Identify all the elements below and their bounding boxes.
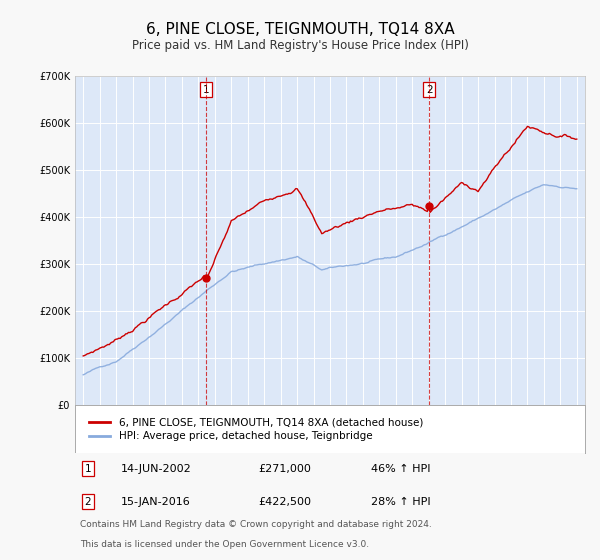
Text: 6, PINE CLOSE, TEIGNMOUTH, TQ14 8XA: 6, PINE CLOSE, TEIGNMOUTH, TQ14 8XA [146, 22, 454, 38]
Text: 1: 1 [85, 464, 91, 474]
Text: 2: 2 [85, 497, 91, 507]
Text: 15-JAN-2016: 15-JAN-2016 [121, 497, 191, 507]
Text: Contains HM Land Registry data © Crown copyright and database right 2024.: Contains HM Land Registry data © Crown c… [80, 520, 432, 529]
Text: £271,000: £271,000 [259, 464, 311, 474]
Text: Price paid vs. HM Land Registry's House Price Index (HPI): Price paid vs. HM Land Registry's House … [131, 39, 469, 52]
Point [201, 273, 211, 282]
Text: This data is licensed under the Open Government Licence v3.0.: This data is licensed under the Open Gov… [80, 540, 369, 549]
Text: 1: 1 [202, 85, 209, 95]
Text: 46% ↑ HPI: 46% ↑ HPI [371, 464, 430, 474]
Text: £422,500: £422,500 [259, 497, 311, 507]
Point [425, 202, 434, 211]
Legend: 6, PINE CLOSE, TEIGNMOUTH, TQ14 8XA (detached house), HPI: Average price, detach: 6, PINE CLOSE, TEIGNMOUTH, TQ14 8XA (det… [85, 413, 427, 446]
Text: 28% ↑ HPI: 28% ↑ HPI [371, 497, 430, 507]
Text: 2: 2 [426, 85, 433, 95]
Text: 14-JUN-2002: 14-JUN-2002 [121, 464, 191, 474]
